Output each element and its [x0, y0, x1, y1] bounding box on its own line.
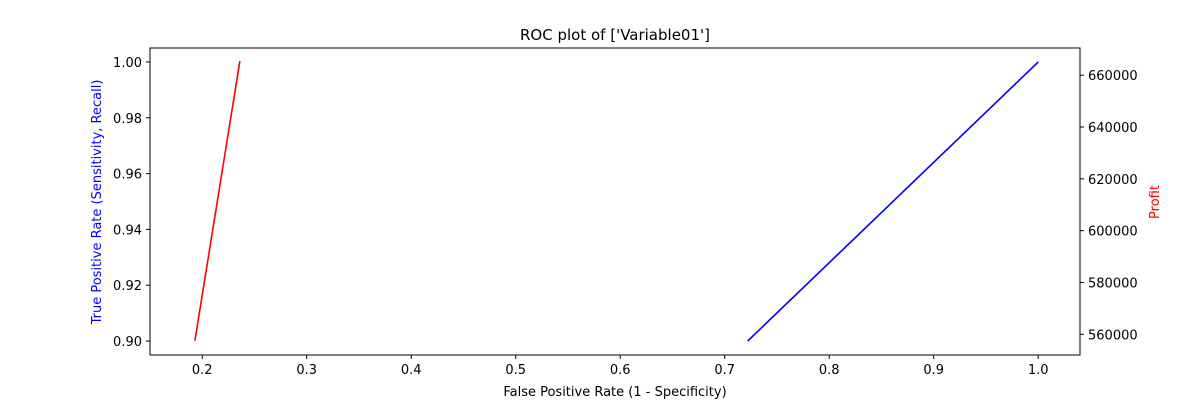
x-tick-label: 0.9: [923, 363, 944, 378]
y-tick-label: 0.92: [113, 279, 142, 294]
x-tick-label: 0.5: [505, 363, 526, 378]
y-tick-label: 0.96: [113, 168, 142, 183]
x-tick-label: 0.4: [401, 363, 422, 378]
y-tick-label: 0.90: [113, 335, 142, 350]
y2-axis-label: Profit: [1148, 185, 1163, 219]
y2-axis-ticks: 560000 580000 600000 620000 640000 660000: [1080, 69, 1138, 343]
roc-series-line: [747, 61, 1039, 342]
y-tick-label: 0.98: [113, 112, 142, 127]
y-axis-label: True Positive Rate (Sensitivity, Recall): [90, 80, 105, 326]
y2-tick-label: 600000: [1088, 225, 1138, 240]
chart-title: ROC plot of ['Variable01']: [520, 26, 710, 44]
y-tick-label: 1.00: [113, 56, 142, 71]
y2-tick-label: 660000: [1088, 69, 1138, 84]
x-tick-label: 1.0: [1028, 363, 1049, 378]
x-tick-label: 0.7: [714, 363, 735, 378]
y-tick-label: 0.94: [113, 223, 142, 238]
plot-area: [194, 60, 1039, 342]
y2-tick-label: 580000: [1088, 276, 1138, 291]
y-axis-ticks: 0.90 0.92 0.94 0.96 0.98 1.00: [113, 56, 150, 350]
y2-tick-label: 640000: [1088, 121, 1138, 136]
x-tick-label: 0.3: [296, 363, 317, 378]
x-tick-label: 0.8: [819, 363, 840, 378]
x-axis-ticks: 0.2 0.3 0.4 0.5 0.6 0.7 0.8 0.9 1.0: [192, 355, 1049, 378]
profit-series-line: [194, 60, 241, 341]
x-tick-label: 0.2: [192, 363, 213, 378]
x-tick-label: 0.6: [610, 363, 631, 378]
plot-frame: [149, 47, 1081, 356]
y2-tick-label: 560000: [1088, 328, 1138, 343]
x-axis-label: False Positive Rate (1 - Specificity): [503, 385, 726, 400]
y2-tick-label: 620000: [1088, 173, 1138, 188]
